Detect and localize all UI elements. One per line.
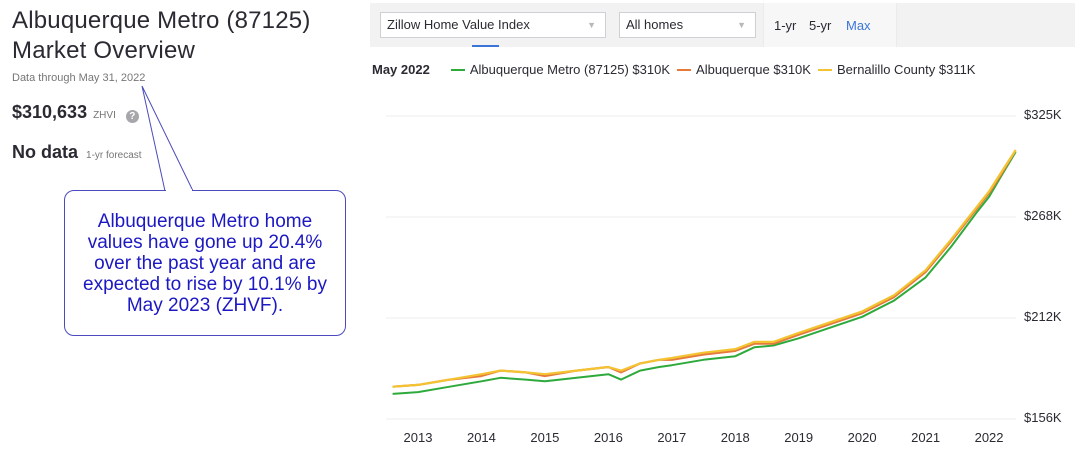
- tab-5-yr[interactable]: 5-yr: [809, 18, 832, 33]
- tab-max[interactable]: Max: [846, 18, 871, 33]
- chevron-down-icon: ▼: [587, 20, 596, 30]
- x-tick-label: 2016: [593, 430, 623, 445]
- chart-toolbar: Zillow Home Value Index ▼ All homes ▼ 1-…: [370, 3, 1075, 47]
- time-range-tabs: 1-yr 5-yr Max: [763, 3, 897, 47]
- home-type-select-value: All homes: [626, 17, 684, 32]
- legend-label: Albuquerque $310K: [696, 62, 811, 77]
- annotation-callout: Albuquerque Metro home values have gone …: [64, 190, 346, 336]
- help-icon[interactable]: ?: [125, 110, 139, 123]
- x-tick-label: 2020: [847, 430, 877, 445]
- zhvi-value: $310,633: [12, 102, 88, 122]
- legend-swatch-icon: [817, 68, 832, 71]
- legend-swatch-icon: [450, 68, 465, 71]
- x-tick-label: 2022: [974, 430, 1004, 445]
- zhvi-label: ZHVI: [93, 110, 116, 121]
- page-title-line1: Albuquerque Metro (87125): [12, 7, 311, 34]
- chart-legend: May 2022 Albuquerque Metro (87125) $310K…: [372, 62, 982, 77]
- chart-gridlines: [386, 115, 1016, 420]
- chevron-down-icon: ▼: [737, 20, 746, 30]
- home-type-select[interactable]: All homes ▼: [619, 12, 756, 38]
- tab-1-yr[interactable]: 1-yr: [774, 18, 797, 33]
- metric-select-value: Zillow Home Value Index: [387, 17, 530, 32]
- series-line-albuquerque-metro-87125-: [392, 151, 1017, 395]
- x-tick-label: 2014: [466, 430, 496, 445]
- x-tick-label: 2019: [784, 430, 814, 445]
- annotation-text: Albuquerque Metro home values have gone …: [83, 210, 327, 316]
- y-tick-label: $156K: [1024, 410, 1062, 425]
- legend-date: May 2022: [372, 62, 430, 77]
- legend-item-city: Albuquerque $310K: [677, 62, 811, 77]
- forecast-value: No data: [12, 142, 79, 162]
- legend-swatch-icon: [677, 68, 692, 71]
- y-tick-label: $325K: [1024, 107, 1062, 122]
- zhvi-summary: $310,633 ZHVI ?: [12, 102, 139, 123]
- forecast-summary: No data 1-yr forecast: [12, 142, 142, 163]
- x-tick-label: 2017: [657, 430, 687, 445]
- metric-select[interactable]: Zillow Home Value Index ▼: [380, 12, 606, 38]
- page-title-line2: Market Overview: [12, 37, 196, 64]
- y-tick-label: $212K: [1024, 309, 1062, 324]
- series-line-albuquerque: [392, 149, 1017, 388]
- x-tick-label: 2013: [403, 430, 433, 445]
- legend-item-county: Bernalillo County $311K: [817, 62, 976, 77]
- page-title: Albuquerque Metro (87125) Market Overvie…: [12, 6, 311, 66]
- y-tick-label: $268K: [1024, 208, 1062, 223]
- legend-label: Bernalillo County $311K: [836, 62, 976, 77]
- market-overview-panel: Albuquerque Metro (87125) Market Overvie…: [0, 0, 360, 459]
- legend-item-metro: Albuquerque Metro (87125) $310K: [450, 62, 671, 77]
- x-tick-label: 2018: [720, 430, 750, 445]
- forecast-label: 1-yr forecast: [86, 150, 142, 161]
- chart-series: [392, 149, 1017, 395]
- data-through-date: Data through May 31, 2022: [12, 72, 146, 84]
- legend-label: Albuquerque Metro (87125) $310K: [469, 62, 671, 77]
- x-tick-label: 2021: [911, 430, 941, 445]
- active-tab-indicator: [472, 45, 499, 47]
- series-line-bernalillo-county: [392, 149, 1017, 388]
- x-tick-label: 2015: [530, 430, 560, 445]
